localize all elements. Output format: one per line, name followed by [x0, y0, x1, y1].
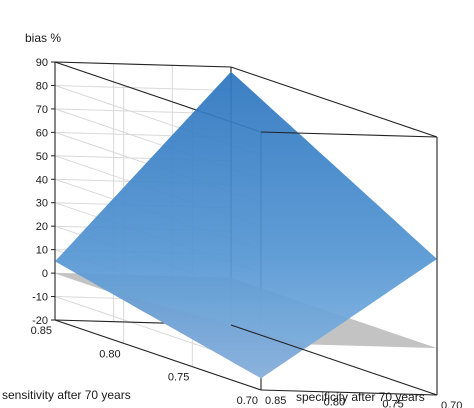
surface-patch: [55, 71, 437, 379]
y-tick-label: 0.80: [99, 348, 120, 360]
z-tick-label: 60: [36, 127, 48, 139]
z-axis-title: bias %: [25, 31, 61, 45]
y-tick-label: 0.70: [237, 395, 258, 407]
z-tick-label: -10: [32, 292, 48, 304]
x-tick-label: 0.85: [265, 395, 286, 407]
x-tick-label: 0.75: [382, 398, 403, 408]
box-edge: [230, 324, 438, 396]
x-tick-label: 0.70: [441, 400, 462, 408]
z-tick-label: 30: [36, 198, 48, 210]
y-axis-title: sensitivity after 70 years: [2, 388, 131, 402]
bias-surface: [55, 71, 437, 379]
box-edge: [54, 61, 232, 68]
y-tick-label: 0.75: [168, 372, 189, 384]
box-edge: [230, 66, 438, 138]
z-tick-label: 70: [36, 104, 48, 116]
z-tick-label: 80: [36, 80, 48, 92]
y-tick-label: 0.85: [31, 325, 52, 337]
z-tick-label: 20: [36, 221, 48, 233]
front-box: [230, 66, 438, 396]
z-tick-label: 40: [36, 174, 48, 186]
z-tick-label: 50: [36, 151, 48, 163]
box-edge: [54, 319, 262, 391]
z-tick-label: 0: [42, 268, 48, 280]
box-edge: [260, 389, 438, 396]
tick-labels: -20 -10 0 10 20 30 40 50 60 70 80 90 0.85 0.80 0.75 0.7…: [31, 57, 463, 408]
x-tick-label: 0.80: [324, 397, 345, 408]
z-tick-label: 10: [36, 245, 48, 257]
x-axis-title: specificity after 70 years: [296, 390, 425, 404]
z-tick-label: 90: [36, 57, 48, 69]
z-tick-label: -20: [32, 315, 48, 327]
box-edge: [260, 131, 438, 138]
